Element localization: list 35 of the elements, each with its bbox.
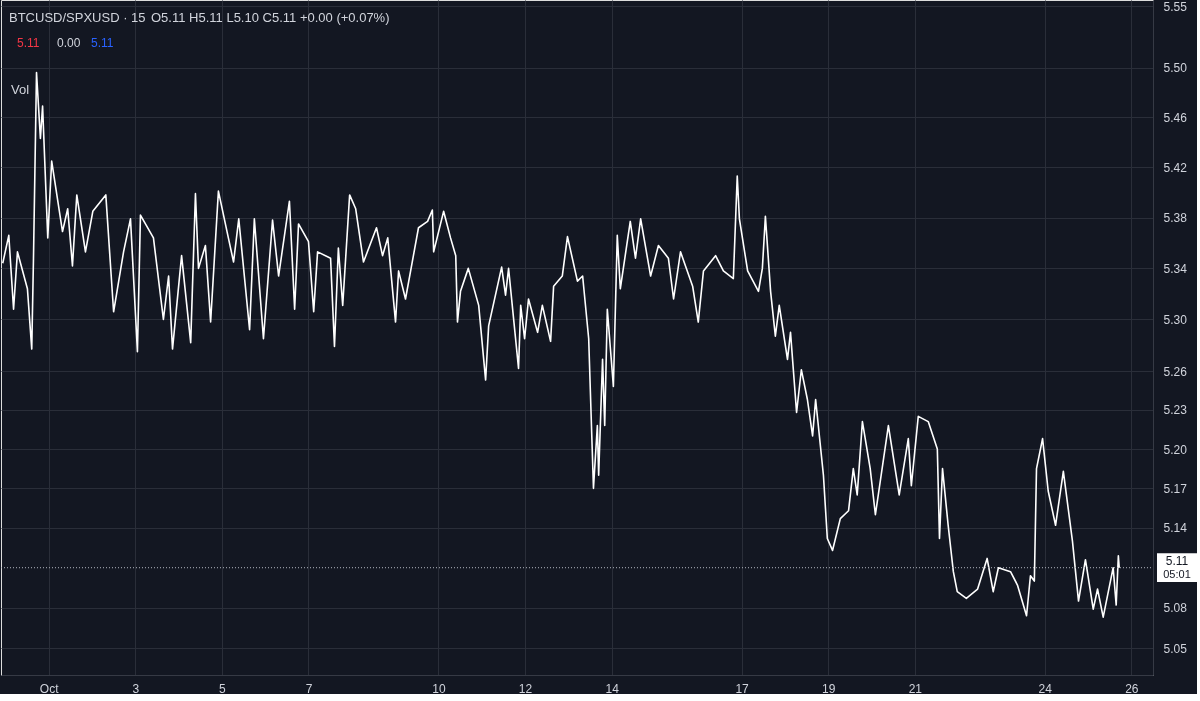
x-tick-label: 12 bbox=[518, 681, 533, 696]
y-tick-label: 5.23 bbox=[1163, 403, 1188, 418]
annotation: 5.11 bbox=[91, 36, 114, 50]
annotation: O5.11 H5.11 L5.10 C5.11 +0.00 (+0.07%) bbox=[151, 10, 390, 25]
y-tick-label: 5.50 bbox=[1163, 61, 1188, 76]
x-tick-label: 5 bbox=[219, 681, 227, 696]
y-tick-label: 5.42 bbox=[1163, 160, 1188, 175]
y-tick-label: 5.14 bbox=[1163, 521, 1188, 536]
y-tick-label: 5.17 bbox=[1163, 481, 1188, 496]
y-tick-label: 5.46 bbox=[1163, 110, 1188, 125]
x-tick-label: 14 bbox=[605, 681, 620, 696]
y-tick-label: 5.30 bbox=[1163, 313, 1188, 327]
annotation: Vol bbox=[11, 82, 30, 97]
x-tick-label: 21 bbox=[908, 681, 923, 696]
x-tick-label: 10 bbox=[432, 681, 446, 696]
y-tick-label: 5.26 bbox=[1163, 364, 1188, 379]
x-tick-label: 3 bbox=[132, 681, 140, 696]
x-tick-label: 17 bbox=[735, 681, 750, 696]
x-tick-label: 26 bbox=[1125, 681, 1139, 696]
ref-line-label: 5.11 bbox=[1165, 553, 1189, 568]
y-tick-label: 5.34 bbox=[1163, 261, 1188, 276]
text: 05:01 bbox=[1163, 567, 1191, 580]
y-tick-label: 5.20 bbox=[1163, 442, 1188, 457]
y-tick-label: 5.08 bbox=[1163, 601, 1188, 616]
y-tick-label: 5.38 bbox=[1163, 211, 1188, 226]
y-tick-label: 5.55 bbox=[1163, 0, 1188, 14]
x-tick-label: Oct bbox=[39, 681, 60, 696]
x-tick-label: 19 bbox=[822, 681, 836, 696]
y-tick-label: 5.05 bbox=[1163, 641, 1188, 656]
text: BTCUSD/SPXUSD · 15 bbox=[9, 10, 146, 25]
annotation: 0.00 bbox=[57, 36, 81, 50]
annotation: 5.11 bbox=[17, 36, 40, 50]
line-series bbox=[1, 71, 1121, 618]
x-tick-label: 24 bbox=[1038, 681, 1053, 696]
x-tick-label: 7 bbox=[305, 681, 313, 696]
